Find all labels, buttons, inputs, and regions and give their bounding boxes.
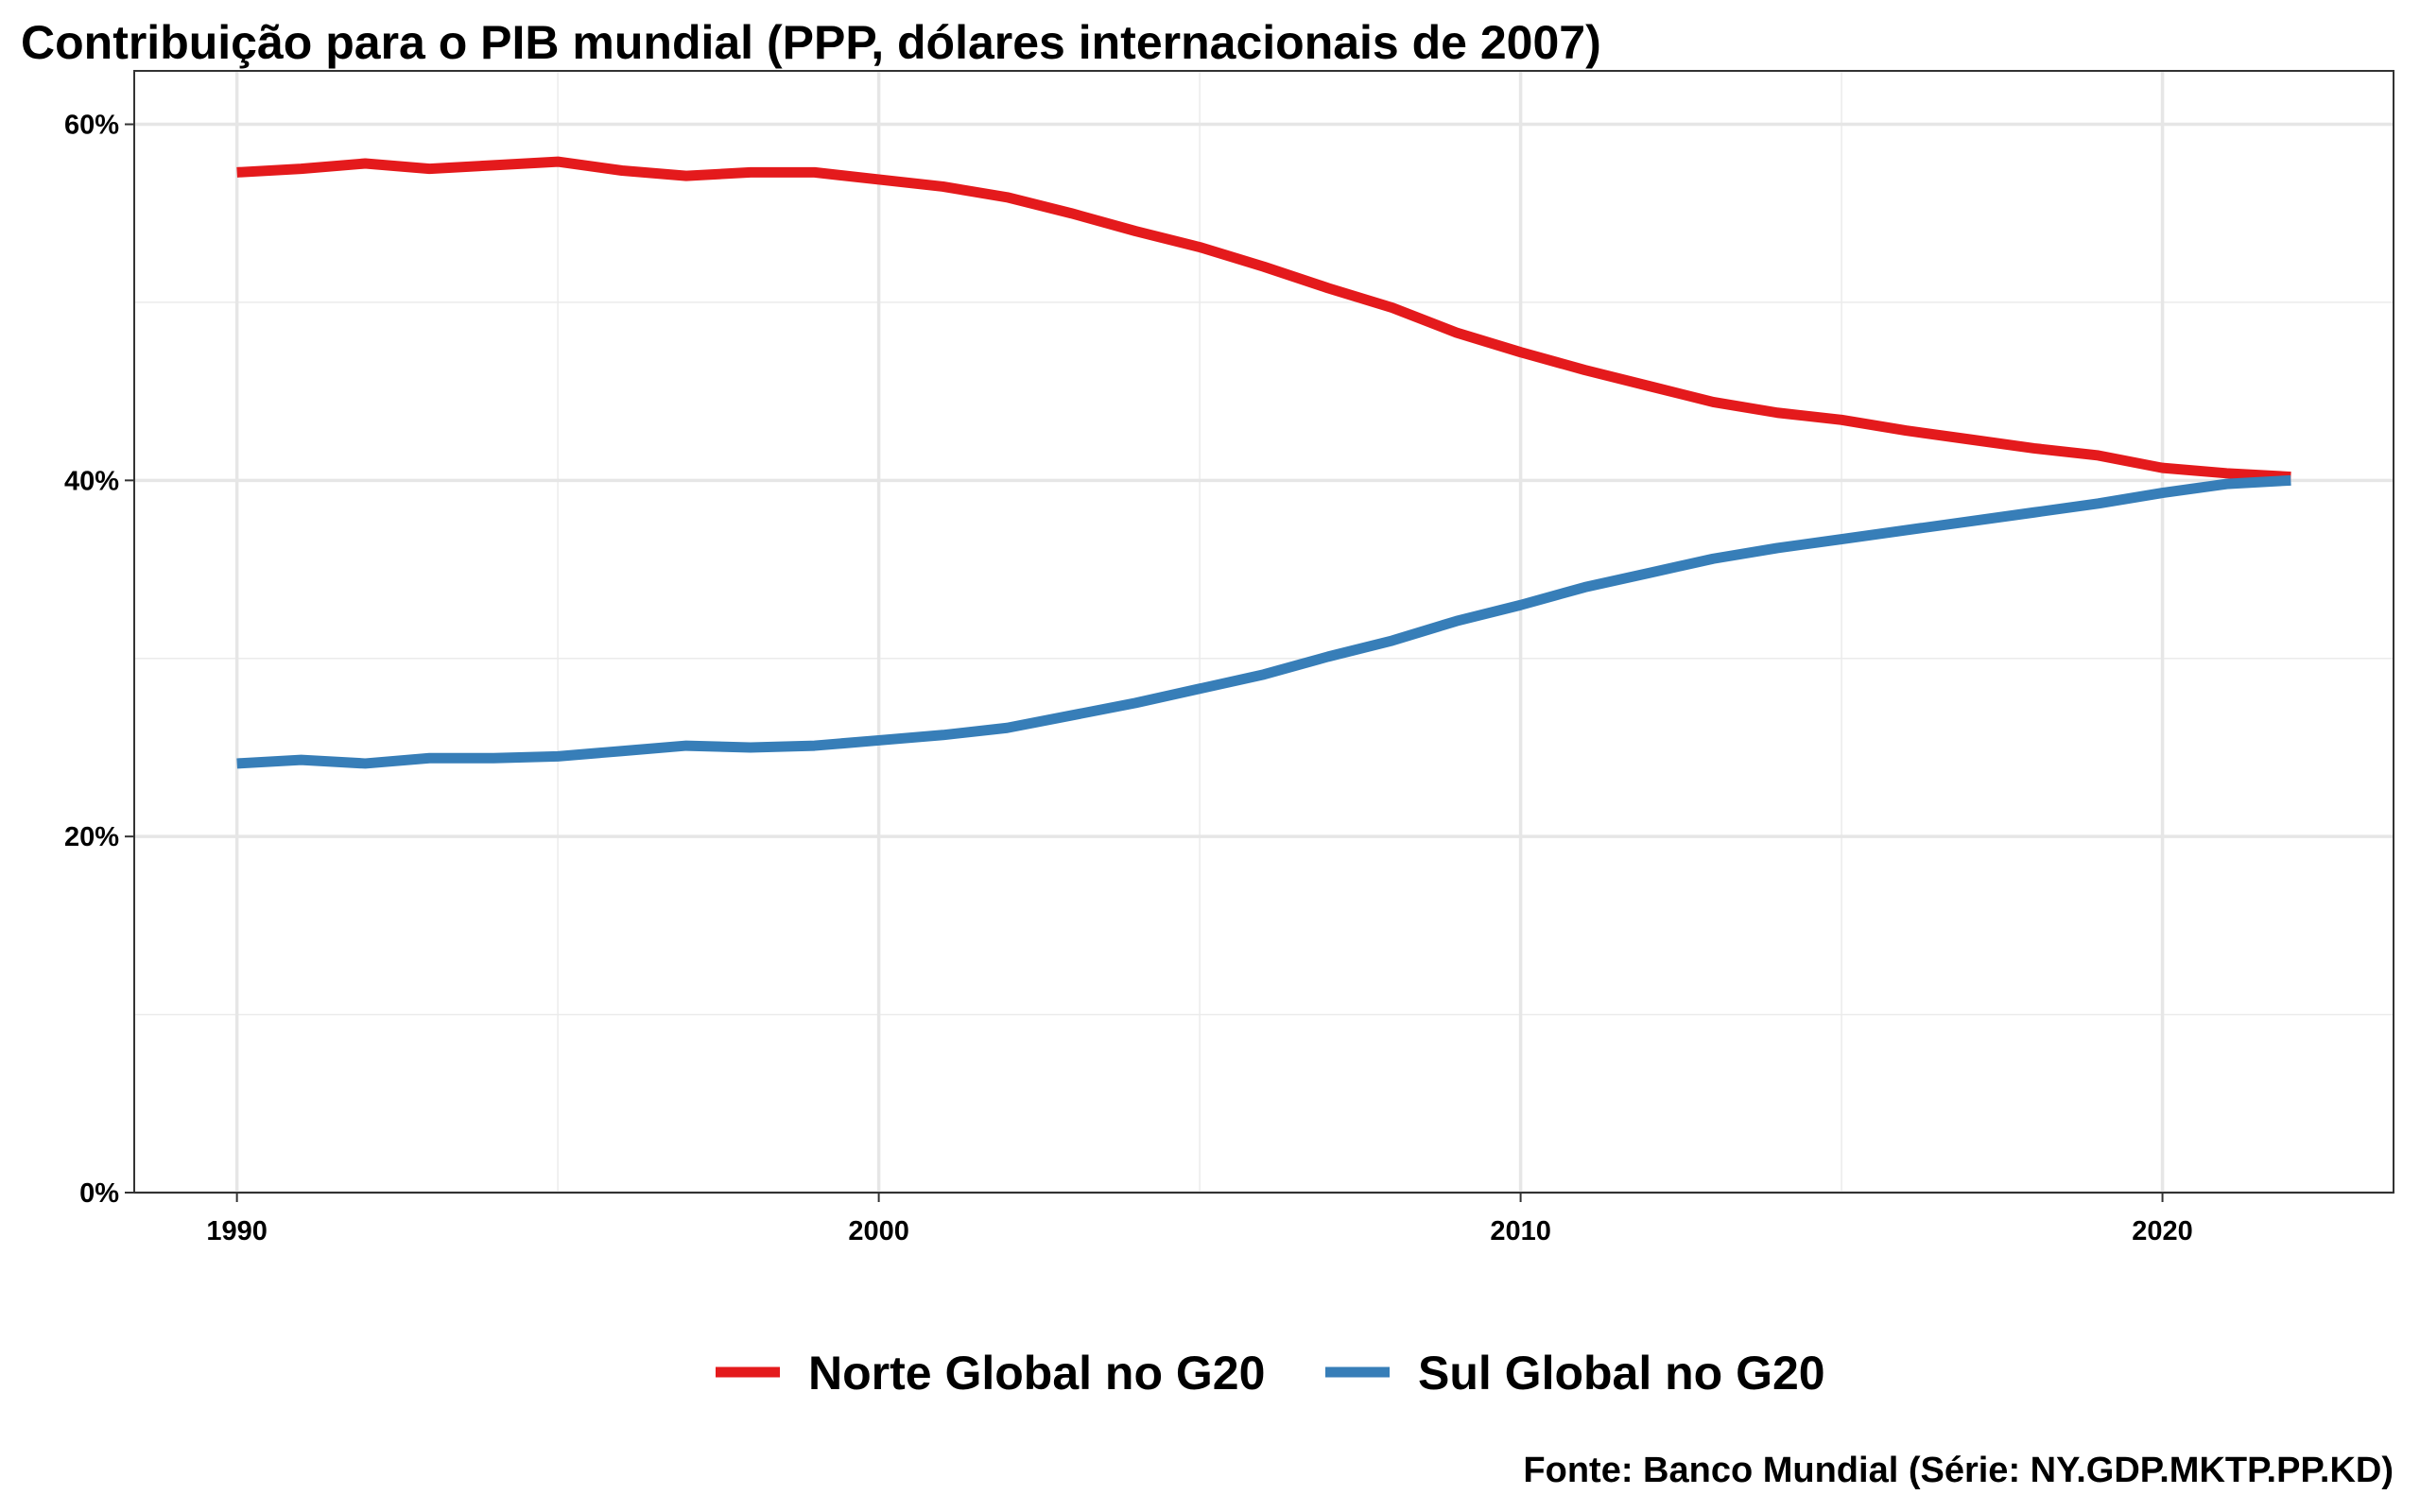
plot-area bbox=[134, 71, 2394, 1193]
legend-label: Sul Global no G20 bbox=[1418, 1347, 1825, 1400]
x-tick-label: 1990 bbox=[206, 1216, 268, 1246]
x-tick-label: 2000 bbox=[848, 1216, 909, 1246]
legend-label: Norte Global no G20 bbox=[808, 1347, 1265, 1400]
y-axis: 0% 20% 40% 60% bbox=[64, 111, 134, 1209]
chart-caption: Fonte: Banco Mundial (Série: NY.GDP.MKTP… bbox=[1523, 1451, 2394, 1490]
y-tick-label: 20% bbox=[64, 822, 119, 852]
legend-item-sul-global: Sul Global no G20 bbox=[1325, 1347, 1825, 1400]
series-line-norte-global bbox=[236, 156, 2291, 483]
legend: Norte Global no G20 Sul Global no G20 bbox=[716, 1347, 1825, 1400]
y-tick-label: 40% bbox=[64, 466, 119, 496]
x-tick-label: 2010 bbox=[1490, 1216, 1551, 1246]
series-line-sul-global bbox=[236, 474, 2291, 769]
y-tick-label: 0% bbox=[79, 1178, 119, 1209]
grid-minor bbox=[134, 71, 2394, 1193]
x-tick-label: 2020 bbox=[2132, 1216, 2193, 1246]
chart-title: Contribuição para o PIB mundial (PPP, dó… bbox=[21, 16, 1601, 69]
y-tick-label: 60% bbox=[64, 111, 119, 141]
legend-item-norte-global: Norte Global no G20 bbox=[716, 1347, 1265, 1400]
series-lines bbox=[236, 156, 2291, 769]
x-axis: 1990 2000 2010 2020 bbox=[206, 1193, 2193, 1246]
plot-border bbox=[133, 70, 2394, 1194]
